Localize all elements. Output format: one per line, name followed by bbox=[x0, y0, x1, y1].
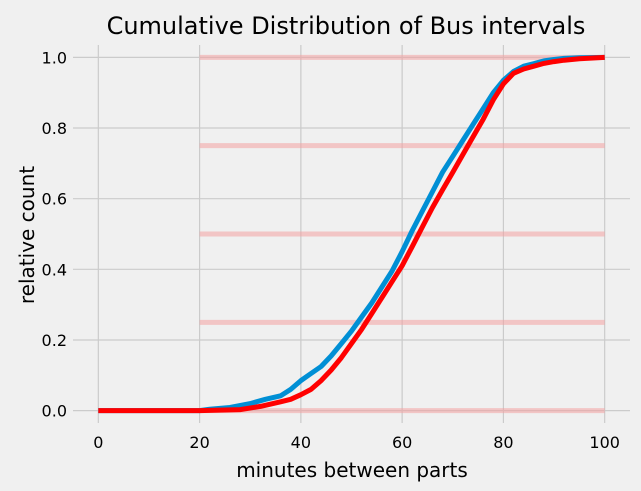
y-axis-label: relative count bbox=[15, 166, 39, 304]
series-line-1 bbox=[98, 54, 605, 414]
x-tick-label: 40 bbox=[291, 433, 311, 452]
x-tick-label: 20 bbox=[189, 433, 209, 452]
y-tick-label: 1.0 bbox=[42, 48, 67, 67]
y-tick-label: 0.8 bbox=[42, 119, 67, 138]
x-tick-label: 100 bbox=[589, 433, 620, 452]
y-tick-label: 0.2 bbox=[42, 331, 67, 350]
series-line-2 bbox=[98, 54, 605, 414]
x-tick-label: 80 bbox=[493, 433, 513, 452]
x-tick-label: 0 bbox=[93, 433, 103, 452]
x-axis-label: minutes between parts bbox=[236, 458, 468, 482]
y-tick-label: 0.4 bbox=[42, 260, 67, 279]
reference-lines bbox=[199, 54, 605, 414]
tick-labels: 0 20 40 60 80 100 0.0 0.2 0.4 0.6 0.8 1.0 bbox=[42, 48, 620, 452]
chart-title: Cumulative Distribution of Bus intervals bbox=[107, 12, 586, 40]
y-tick-label: 0.0 bbox=[42, 402, 67, 421]
y-tick-label: 0.6 bbox=[42, 190, 67, 209]
series-lines bbox=[98, 54, 605, 414]
x-tick-label: 60 bbox=[392, 433, 412, 452]
